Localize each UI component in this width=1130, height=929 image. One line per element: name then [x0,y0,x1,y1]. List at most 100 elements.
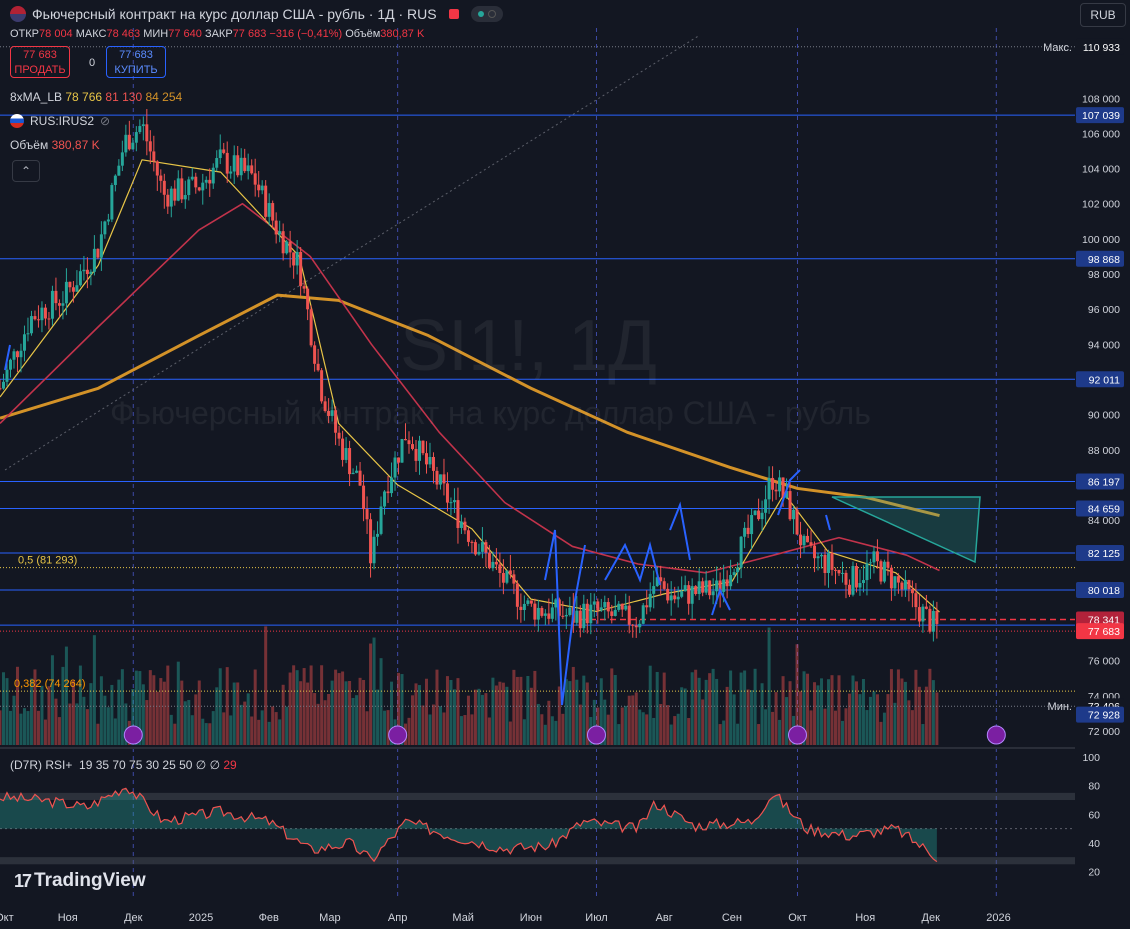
volume-bar [89,683,93,745]
rsi-panel[interactable] [0,787,1075,865]
volume-bar [676,713,680,745]
candle-body [473,542,477,555]
volume-bar [900,678,904,745]
candle-body [110,185,114,220]
volume-bar [187,699,191,745]
volume-bar [253,669,257,745]
event-marker-icon [787,725,807,745]
zigzag-drawing [604,541,661,586]
volume-bar [57,717,61,745]
sell-button[interactable]: 77 683 ПРОДАТЬ [10,46,70,78]
candle-body [1,381,5,389]
time-axis[interactable]: Окт Ноя Дек 2025 Фев Мар Апр Май Июн Июл Авг Сен Окт… [0,912,1011,924]
volume-legend[interactable]: Объём 380,87 K [10,138,100,152]
volume-bar [526,676,530,745]
candle-body [383,491,387,507]
volume-bar [159,678,163,745]
candle-body [292,252,296,266]
volume-bar [309,665,313,745]
price-tick-label: 102 000 [1082,199,1120,211]
volume-bar [477,688,481,745]
volume-bar [344,681,348,745]
candle-body [931,610,935,632]
candle-body [424,453,428,465]
volume-bar [557,686,561,745]
currency-selector[interactable]: RUB [1080,3,1126,27]
price-tick-label: 72 000 [1088,726,1120,738]
volume-bar [774,692,778,745]
candle-body [330,410,334,416]
tradingview-logo[interactable]: 17 TradingView [14,870,146,891]
diagonal-guide-line [4,34,701,471]
volume-bar [372,637,376,745]
symbol-title[interactable]: Фьючерсный контракт на курс доллар США -… [32,6,437,22]
ma-legend[interactable]: 8xMA_LB 78 766 81 130 84 254 [10,90,183,104]
candle-body [78,271,82,286]
candle-body [746,527,750,535]
candle-body [302,286,306,289]
volume-bar [435,669,439,745]
candle-body [194,176,198,188]
candle-body [166,194,170,207]
volume-bar [907,700,911,745]
price-tick-label: 94 000 [1088,339,1120,351]
volume-bar [645,714,649,745]
volume-bar [278,719,282,745]
candle-body [148,141,152,152]
volume-bar [75,703,79,745]
candle-body [155,161,159,176]
chevron-up-icon[interactable]: ⌃ [12,160,40,182]
ma-mid-line [0,202,940,574]
level-price-tag: 80 018 [1088,585,1120,597]
horizontal-levels[interactable]: 0,5 (81 293) 0,382 (74 264) [0,46,1075,707]
candle-body [267,203,271,217]
market-status-icon[interactable] [470,6,503,22]
candle-body [341,438,345,460]
hidden-eye-icon[interactable]: ⊘ [100,114,111,128]
candle-body [278,231,282,235]
candle-body [208,179,212,184]
candle-body [840,572,844,574]
volume-bar [54,698,58,745]
volume-bar [1,672,5,745]
candle-body [550,607,554,619]
candle-body [355,470,359,473]
volume-bar [813,682,817,745]
volume-bar [753,668,757,745]
volume-bar [449,679,453,745]
volume-bar [655,671,659,745]
volume-bar [445,676,449,745]
volume-bar [239,704,243,745]
candle-body [924,606,928,609]
buy-button[interactable]: 77 683 КУПИТЬ [106,46,166,78]
candle-body [327,411,331,416]
volume-bar [110,684,114,745]
volume-bar [924,686,928,745]
rsi-line [0,787,938,863]
ru-flag-icon [10,114,24,128]
candle-body [369,519,373,564]
compare-legend[interactable]: RUS:IRUS2 ⊘ [10,114,110,128]
volume-bar [243,701,247,745]
candle-body [400,439,404,463]
candle-body [288,241,292,253]
flag-marker-icon[interactable] [448,9,459,19]
candle-body [40,307,44,321]
candle-body [459,521,463,528]
drawings[interactable] [4,344,1006,745]
volume-bar [582,675,586,745]
candle-body [82,269,86,272]
volume-bar [487,717,491,745]
volume-bar [386,710,390,745]
candle-body [854,566,858,588]
price-axis[interactable]: 110 933 108 000 106 000 104 000 102 000 100 0… [1043,38,1124,879]
volume-bar [715,678,719,745]
price-tick-label: 84 000 [1088,515,1120,527]
bottom-price-tag: 72 928 [1088,710,1120,722]
candle-body [536,607,540,620]
volume-bar [162,681,166,745]
volume-bar [365,711,369,745]
volume-bar [652,717,656,745]
rsi-legend[interactable]: (D7R) RSI+ 19 35 70 75 30 25 50 ∅ ∅ 29 [10,758,237,772]
